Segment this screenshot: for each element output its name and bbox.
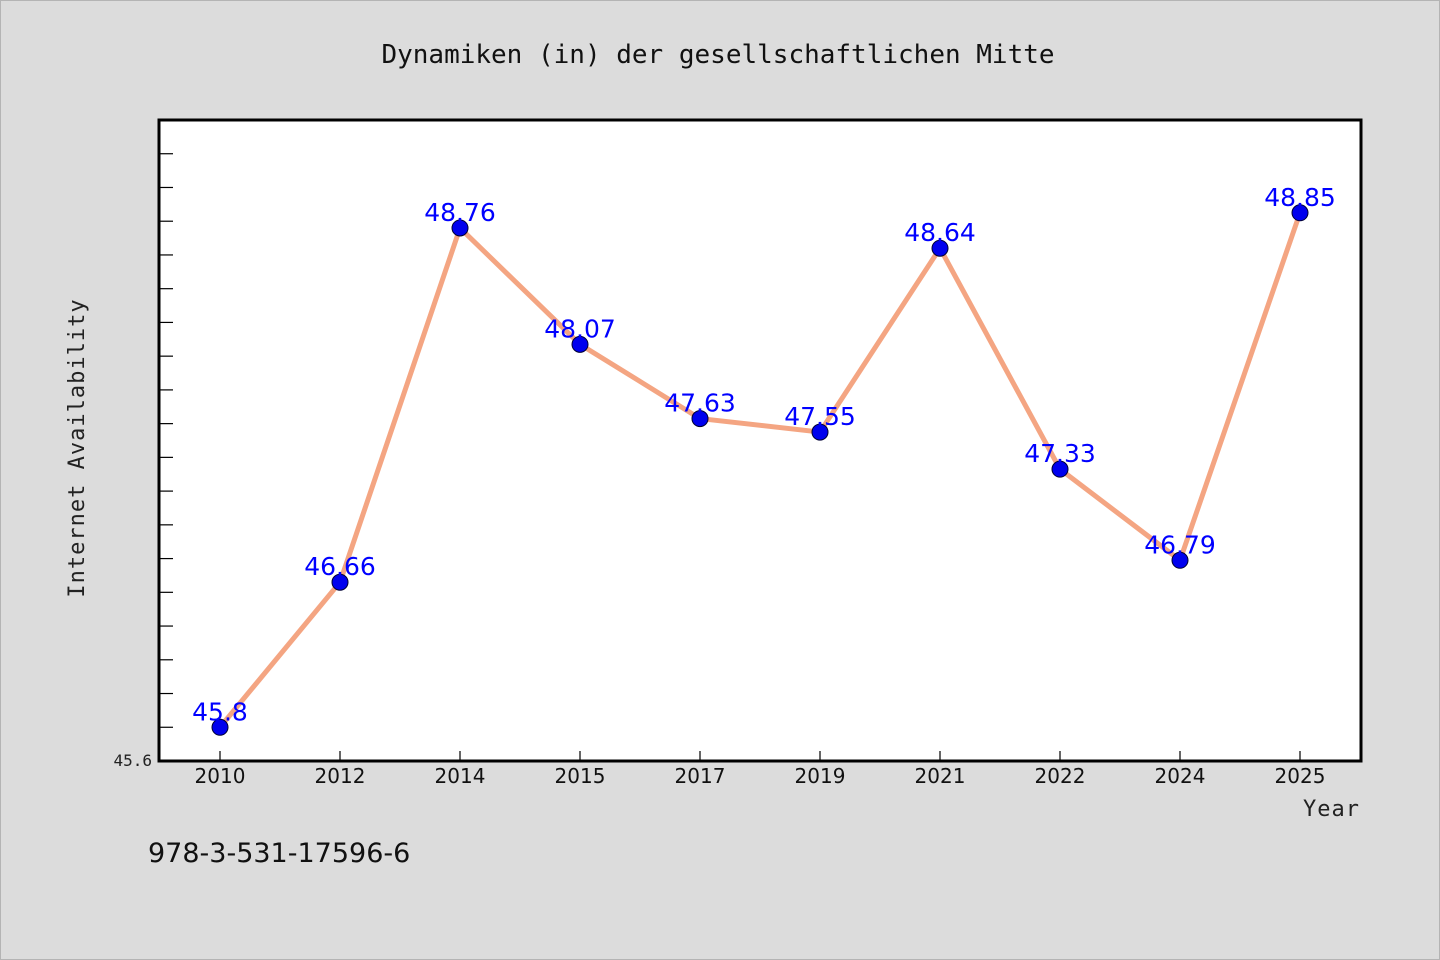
data-point <box>331 573 349 591</box>
x-tick-label: 2017 <box>675 764 726 788</box>
x-tick-label: 2012 <box>315 764 366 788</box>
data-label: 48.07 <box>544 314 616 343</box>
series-markers <box>211 204 1309 736</box>
data-label: 47.33 <box>1024 439 1096 468</box>
plot-area <box>157 118 1363 763</box>
series-polyline <box>217 210 1303 730</box>
data-point <box>1171 551 1189 569</box>
x-tick-label: 2024 <box>1155 764 1206 788</box>
series-line <box>217 210 1303 730</box>
x-axis-ticks <box>219 751 1301 761</box>
x-tick-label: 2015 <box>555 764 606 788</box>
data-point <box>691 410 709 428</box>
data-point <box>571 335 589 353</box>
x-tick-label: 2019 <box>795 764 846 788</box>
x-axis-tick-labels: 2010 2012 2014 2015 2017 2019 2021 2022 2024 2025 <box>195 764 1326 788</box>
chart-title: Dynamiken (in) der gesellschaftlichen Mi… <box>381 40 1054 70</box>
x-tick-label: 2014 <box>435 764 486 788</box>
x-tick-label: 2025 <box>1275 764 1326 788</box>
data-point <box>1291 204 1309 222</box>
data-label: 48.76 <box>424 198 496 227</box>
data-label: 47.63 <box>664 389 736 418</box>
data-label: 47.55 <box>784 402 856 431</box>
y-axis-min-label: 45.6 <box>113 751 152 770</box>
x-axis-label: Year <box>1303 797 1360 822</box>
y-axis-label: Internet Availability <box>65 298 90 597</box>
data-point <box>1051 460 1069 478</box>
data-point <box>211 718 229 736</box>
data-label: 46.66 <box>304 552 376 581</box>
x-tick-label: 2021 <box>915 764 966 788</box>
data-label: 48.64 <box>904 218 976 247</box>
series-data-labels: 45.8 46.66 48.76 48.07 47.63 47.55 48.64 47.33 4… <box>192 183 1336 726</box>
data-label: 48.85 <box>1264 183 1336 212</box>
isbn-code: 978-3-531-17596-6 <box>148 838 410 869</box>
y-axis-ticks <box>159 153 173 728</box>
x-tick-label: 2022 <box>1035 764 1086 788</box>
data-label: 45.8 <box>192 697 248 726</box>
data-label: 46.79 <box>1144 530 1216 559</box>
data-point <box>451 219 469 237</box>
data-point <box>931 239 949 257</box>
x-tick-label: 2010 <box>195 764 246 788</box>
data-point <box>811 423 829 441</box>
